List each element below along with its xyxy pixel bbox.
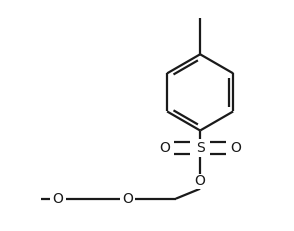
Text: O: O — [230, 141, 241, 155]
Text: O: O — [195, 174, 206, 188]
Text: S: S — [196, 141, 205, 155]
Text: O: O — [159, 141, 170, 155]
Text: O: O — [53, 192, 64, 206]
Text: O: O — [122, 192, 133, 206]
